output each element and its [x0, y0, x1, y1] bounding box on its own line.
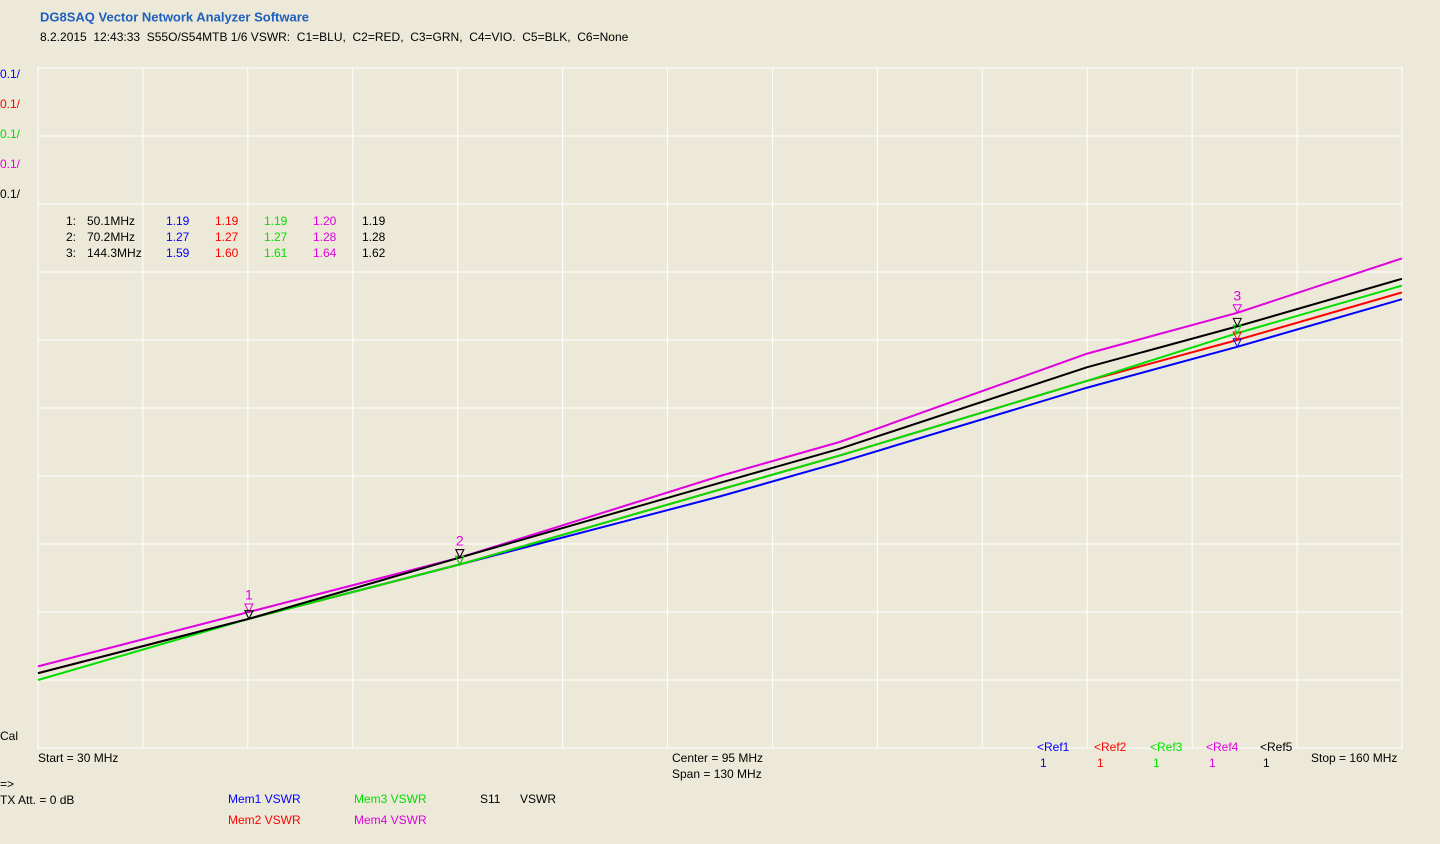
scale-label: 0.1/ [0, 127, 21, 141]
marker-value: 1.19 [215, 214, 239, 228]
ref-label: <Ref4 [1206, 740, 1239, 754]
trace [37, 284, 1403, 681]
ref-value: 1 [1097, 756, 1104, 770]
marker-value: 1.62 [362, 246, 386, 260]
legend-entry: S11 [480, 792, 501, 806]
marker-triangle [244, 603, 254, 614]
scale-label: 0.1/ [0, 97, 21, 111]
tx-att-label: TX Att. = 0 dB [0, 793, 74, 807]
scale-label: 0.1/ [0, 157, 21, 171]
marker-freq: 144.3MHz [87, 246, 142, 260]
ref-value: 1 [1153, 756, 1160, 770]
marker-value: 1.27 [215, 230, 239, 244]
marker-value: 1.19 [264, 214, 288, 228]
marker-label: 2: [66, 230, 76, 244]
ref-label: <Ref1 [1037, 740, 1070, 754]
legend-unit: VSWR [520, 792, 556, 806]
marker-label: 3: [66, 246, 76, 260]
marker-value: 1.20 [313, 214, 337, 228]
ref-label: <Ref3 [1150, 740, 1183, 754]
span-label: Span = 130 MHz [672, 767, 762, 781]
scale-label: 0.1/ [0, 67, 21, 81]
marker-triangle [1232, 304, 1243, 314]
legend-entry: Mem4 VSWR [354, 813, 427, 827]
marker-triangle [454, 549, 465, 559]
marker-number: 3 [1233, 288, 1241, 304]
ref-value: 1 [1209, 756, 1216, 770]
center-label: Center = 95 MHz [672, 751, 763, 765]
marker-value: 1.28 [313, 230, 337, 244]
marker-number: 2 [456, 532, 464, 548]
marker-triangle [1232, 331, 1243, 342]
ref-label: <Ref5 [1260, 740, 1293, 754]
marker-value: 1.61 [264, 246, 288, 260]
app-title: DG8SAQ Vector Network Analyzer Software [40, 9, 309, 24]
scale-label: 0.1/ [0, 187, 21, 201]
marker-value: 1.27 [264, 230, 288, 244]
marker-value: 1.19 [362, 214, 386, 228]
legend-entry: Mem3 VSWR [354, 792, 427, 806]
marker-value: 1.19 [166, 214, 190, 228]
marker-triangle [1232, 338, 1243, 348]
start-label: Start = 30 MHz [38, 751, 118, 765]
legend-entry: Mem1 VSWR [228, 792, 301, 806]
marker-triangle [244, 610, 254, 620]
marker-value: 1.28 [362, 230, 386, 244]
marker-triangle [1232, 324, 1243, 335]
marker-number: 1 [245, 587, 253, 603]
marker-triangle [454, 555, 465, 566]
status-line: 8.2.2015 12:43:33 S55O/S54MTB 1/6 VSWR: … [40, 30, 629, 44]
legend-entry: Mem2 VSWR [228, 813, 301, 827]
marker-value: 1.27 [166, 230, 190, 244]
marker-freq: 70.2MHz [87, 230, 135, 244]
marker-triangle [1232, 317, 1243, 328]
ref-label: <Ref2 [1094, 740, 1127, 754]
marker-value: 1.64 [313, 246, 337, 260]
stop-label: Stop = 160 MHz [1311, 751, 1397, 765]
trace [37, 277, 1403, 675]
marker-value: 1.59 [166, 246, 190, 260]
marker-label: 1: [66, 214, 76, 228]
ref-value: 1 [1263, 756, 1270, 770]
trace [37, 257, 1403, 668]
ref-value: 1 [1040, 756, 1047, 770]
marker-freq: 50.1MHz [87, 214, 135, 228]
cal-label: Cal [0, 729, 18, 743]
marker-value: 1.60 [215, 246, 239, 260]
arrow-label: => [0, 777, 14, 791]
